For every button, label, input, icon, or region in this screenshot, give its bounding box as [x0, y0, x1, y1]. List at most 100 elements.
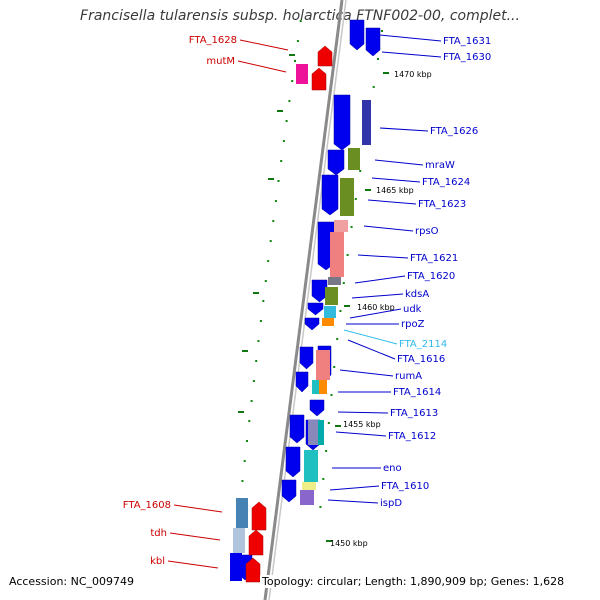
- leader-line: [173, 504, 223, 513]
- gc-dot-right: [372, 86, 375, 88]
- cog-block: [325, 287, 338, 305]
- tick-dash: [335, 425, 341, 427]
- cog-block: [302, 482, 316, 490]
- gene-arrow-forward: [327, 149, 345, 176]
- tick-label: 1450 kbp: [330, 539, 368, 548]
- gene-label: rpoZ: [401, 319, 425, 330]
- gene-label: kdsA: [405, 289, 429, 300]
- leader-line: [329, 485, 380, 491]
- tick-dash: [242, 350, 248, 352]
- tick-dash: [383, 72, 389, 74]
- leader-line: [367, 199, 417, 205]
- map-title: Francisella tularensis subsp. holarctica…: [80, 8, 520, 24]
- gc-dot: [250, 400, 253, 402]
- gc-dot: [274, 200, 277, 202]
- gene-label: mraW: [425, 160, 455, 171]
- tick-dash: [365, 189, 371, 191]
- gene-arrow-forward: [304, 317, 320, 331]
- gc-dot: [294, 60, 296, 62]
- gc-dot: [248, 420, 251, 422]
- leader-line: [379, 34, 442, 42]
- gene-label: FTA_1612: [388, 431, 436, 442]
- gene-label: FTA_1621: [410, 253, 458, 264]
- gene-label: FTA_1631: [443, 36, 491, 47]
- gene-label: rpsO: [415, 226, 439, 237]
- gene-arrow-forward: [321, 174, 339, 216]
- topology-summary: Topology: circular; Length: 1,890,909 bp…: [260, 575, 565, 588]
- gene-arrow-forward: [349, 19, 365, 51]
- gc-dot-right: [377, 58, 379, 60]
- leader-line: [351, 293, 404, 299]
- leader-line: [354, 275, 406, 284]
- cog-block: [324, 306, 336, 318]
- leader-line: [349, 308, 402, 319]
- gene-label: rumA: [395, 371, 422, 382]
- gene-arrow-forward: [285, 446, 301, 478]
- gene-arrow-reverse: [311, 67, 327, 91]
- gene-label: FTA_1616: [397, 354, 445, 365]
- cog-block: [300, 490, 314, 505]
- gene-arrow-reverse: [251, 501, 267, 531]
- cog-block: [233, 528, 245, 553]
- gc-dot: [277, 180, 280, 182]
- gc-dot: [264, 280, 267, 282]
- gc-dot-right: [325, 450, 328, 452]
- gene-labels: FTA_1631 FTA_1630 FTA_1626 mraW FTA_1624 FTA_…: [123, 35, 491, 567]
- gc-dot-right: [333, 366, 336, 368]
- gc-dot-right: [327, 422, 330, 424]
- leader-line: [343, 329, 398, 345]
- leader-line: [327, 499, 379, 504]
- label-leaders: [167, 34, 442, 569]
- leader-line: [381, 51, 442, 58]
- gene-label: FTA_1624: [422, 177, 470, 188]
- gene-arrow-forward: [365, 27, 381, 57]
- tick-labels: 1470 kbp 1465 kbp 1460 kbp 1455 kbp 1450 kbp: [330, 70, 432, 548]
- leader-line: [337, 411, 389, 414]
- gene-label: mutM: [206, 56, 235, 67]
- tick-label: 1460 kbp: [357, 303, 395, 312]
- leader-line: [167, 560, 219, 569]
- gene-arrow-forward: [311, 279, 328, 303]
- gc-dot: [288, 100, 291, 102]
- gene-label: kbl: [150, 556, 165, 567]
- gene-arrow-reverse: [245, 557, 261, 583]
- leader-line: [335, 431, 387, 437]
- gc-dot: [241, 480, 244, 482]
- gene-arrow-forward: [333, 94, 351, 151]
- gc-dot-right: [339, 310, 342, 312]
- leader-line: [347, 339, 396, 360]
- gene-label: FTA_1623: [418, 199, 466, 210]
- gc-dot-right: [342, 282, 345, 284]
- gene-label: FTA_1614: [393, 387, 441, 398]
- cog-blocks: [230, 64, 371, 581]
- cog-block: [316, 350, 330, 380]
- gene-arrow-forward: [289, 414, 305, 444]
- gc-dot: [252, 380, 255, 382]
- cog-block: [312, 380, 319, 394]
- cog-block: [328, 277, 341, 285]
- leader-line: [339, 369, 394, 377]
- leader-line: [371, 177, 421, 183]
- gene-label: FTA_2114: [399, 339, 447, 350]
- gc-dot-right: [336, 338, 339, 340]
- cog-block: [318, 420, 324, 445]
- leader-line: [237, 60, 287, 73]
- tick-dash: [238, 411, 244, 413]
- gene-arrow-reverse: [317, 45, 333, 67]
- gc-dot-right: [354, 198, 357, 200]
- tick-dash: [326, 540, 332, 542]
- gene-label: FTA_1628: [189, 35, 237, 46]
- cog-block: [230, 553, 242, 581]
- gene-label: FTA_1610: [381, 481, 429, 492]
- cog-block: [334, 220, 348, 232]
- cog-block: [319, 380, 327, 394]
- cog-block: [322, 318, 334, 326]
- cog-block: [308, 420, 320, 445]
- gene-arrow-reverse: [248, 529, 264, 556]
- tick-dash: [277, 110, 283, 112]
- cog-block: [340, 178, 354, 216]
- gc-dot: [296, 40, 299, 42]
- cog-block: [304, 450, 318, 482]
- gc-dot: [269, 240, 272, 242]
